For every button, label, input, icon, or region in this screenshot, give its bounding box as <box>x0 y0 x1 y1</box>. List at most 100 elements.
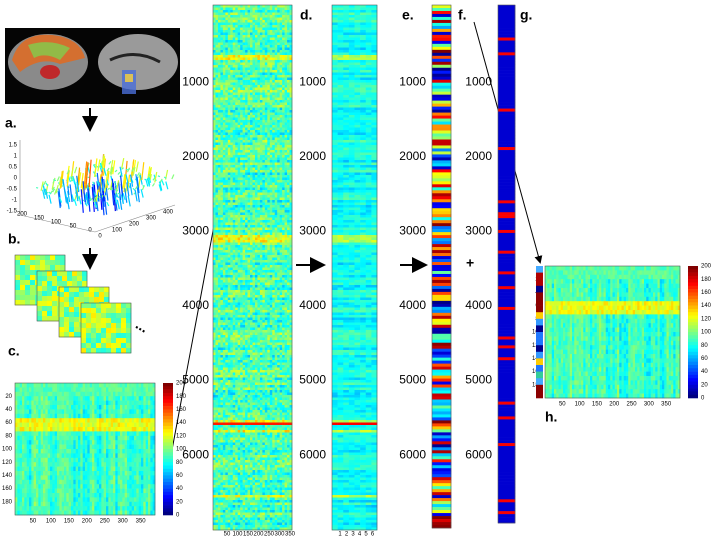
heatmap-cell <box>565 341 568 346</box>
heatmap-cell <box>45 418 48 423</box>
heatmap-cell <box>17 453 20 458</box>
heatmap-cell <box>599 363 602 368</box>
x-tick-label: 50 <box>559 402 566 408</box>
heatmap-cell <box>69 423 72 428</box>
heatmap-cell <box>48 418 51 423</box>
heatmap-cell <box>667 323 670 328</box>
heatmap-cell <box>238 13 241 16</box>
heatmap-cell <box>94 445 97 450</box>
heatmap-cell <box>235 95 238 98</box>
heatmap-cell <box>651 284 654 289</box>
heatmap-cell <box>148 423 151 428</box>
heatmap-cell <box>267 78 270 81</box>
heatmap-cell <box>565 389 568 394</box>
heatmap-cell <box>626 270 629 275</box>
heatmap-cell <box>85 445 88 450</box>
heatmap-cell <box>622 292 625 297</box>
heatmap-cell <box>660 358 663 363</box>
heatmap-cell <box>667 279 670 284</box>
heatmap-cell <box>97 445 100 450</box>
heatmap-cell <box>282 35 285 38</box>
heatmap-cell <box>660 270 663 275</box>
heatmap-cell <box>94 383 97 388</box>
heatmap-cell <box>651 323 654 328</box>
heatmap-cell <box>228 93 231 96</box>
heatmap-cell <box>267 25 270 28</box>
heatmap-cell <box>250 48 253 51</box>
heatmap-cell <box>635 306 638 311</box>
heatmap-cell <box>577 332 580 337</box>
heatmap-cell <box>87 431 90 436</box>
heatmap-cell <box>574 275 577 280</box>
heatmap-cell <box>87 440 90 445</box>
heatmap-cell <box>31 471 34 476</box>
colorbar-cell <box>163 426 173 430</box>
heatmap-cell <box>653 297 656 302</box>
heatmap-cell <box>129 392 132 397</box>
heatmap-cell <box>653 314 656 319</box>
heatmap-cell <box>118 387 121 392</box>
heatmap-cell <box>595 314 598 319</box>
heatmap-cell <box>90 489 93 494</box>
heatmap-cell <box>213 85 216 88</box>
heatmap-cell <box>676 270 679 275</box>
heatmap-cell <box>90 497 93 502</box>
heatmap-cell <box>592 275 595 280</box>
colorbar-cell <box>688 319 698 323</box>
heatmap-cell <box>572 297 575 302</box>
heatmap-cell <box>78 489 81 494</box>
heatmap-cell <box>55 436 58 441</box>
heatmap-cell <box>669 328 672 333</box>
y-tick-label: 180 <box>2 499 13 505</box>
heatmap-cell <box>69 484 72 489</box>
heatmap-cell <box>34 484 37 489</box>
heatmap-cell <box>97 392 100 397</box>
heatmap-cell <box>213 15 216 18</box>
heatmap-cell <box>255 53 258 56</box>
heatmap-cell <box>97 506 100 511</box>
heatmap-cell <box>132 497 135 502</box>
heatmap-cell <box>27 497 30 502</box>
heatmap-cell <box>22 506 25 511</box>
heatmap-cell <box>599 275 602 280</box>
heatmap-cell <box>101 392 104 397</box>
heatmap-cell <box>141 458 144 463</box>
heatmap-cell <box>139 431 142 436</box>
heatmap-cell <box>628 297 631 302</box>
heatmap-cell <box>34 453 37 458</box>
heatmap-cell <box>588 376 591 381</box>
heatmap-cell <box>125 392 128 397</box>
heatmap-cell <box>655 389 658 394</box>
heatmap-cell <box>17 449 20 454</box>
heatmap-cell <box>561 306 564 311</box>
heatmap-cell <box>57 475 60 480</box>
heatmap-cell <box>592 367 595 372</box>
heatmap-cell <box>671 275 674 280</box>
heatmap-cell <box>277 5 280 8</box>
heatmap-cell <box>111 440 114 445</box>
heatmap-cell <box>148 480 151 485</box>
heatmap-cell <box>601 266 604 271</box>
colorbar-cell <box>688 358 698 362</box>
heatmap-cell <box>597 301 600 306</box>
heatmap-cell <box>230 95 233 98</box>
heatmap-cell <box>619 341 622 346</box>
heatmap-cell <box>554 345 557 350</box>
heatmap-cell <box>218 60 221 63</box>
heatmap-cell <box>285 33 288 36</box>
heatmap-cell <box>238 63 241 66</box>
heatmap-cell <box>215 55 218 58</box>
heatmap <box>15 383 155 515</box>
heatmap-cell <box>547 270 550 275</box>
heatmap-cell <box>568 323 571 328</box>
heatmap-cell <box>108 497 111 502</box>
heatmap-cell <box>669 350 672 355</box>
heatmap-cell <box>108 392 111 397</box>
heatmap-cell <box>617 345 620 350</box>
heatmap-cell <box>50 502 53 507</box>
heatmap-cell <box>610 328 613 333</box>
heatmap-cell <box>220 33 223 36</box>
heatmap-cell <box>669 380 672 385</box>
heatmap-cell <box>87 493 90 498</box>
heatmap-cell <box>62 489 65 494</box>
